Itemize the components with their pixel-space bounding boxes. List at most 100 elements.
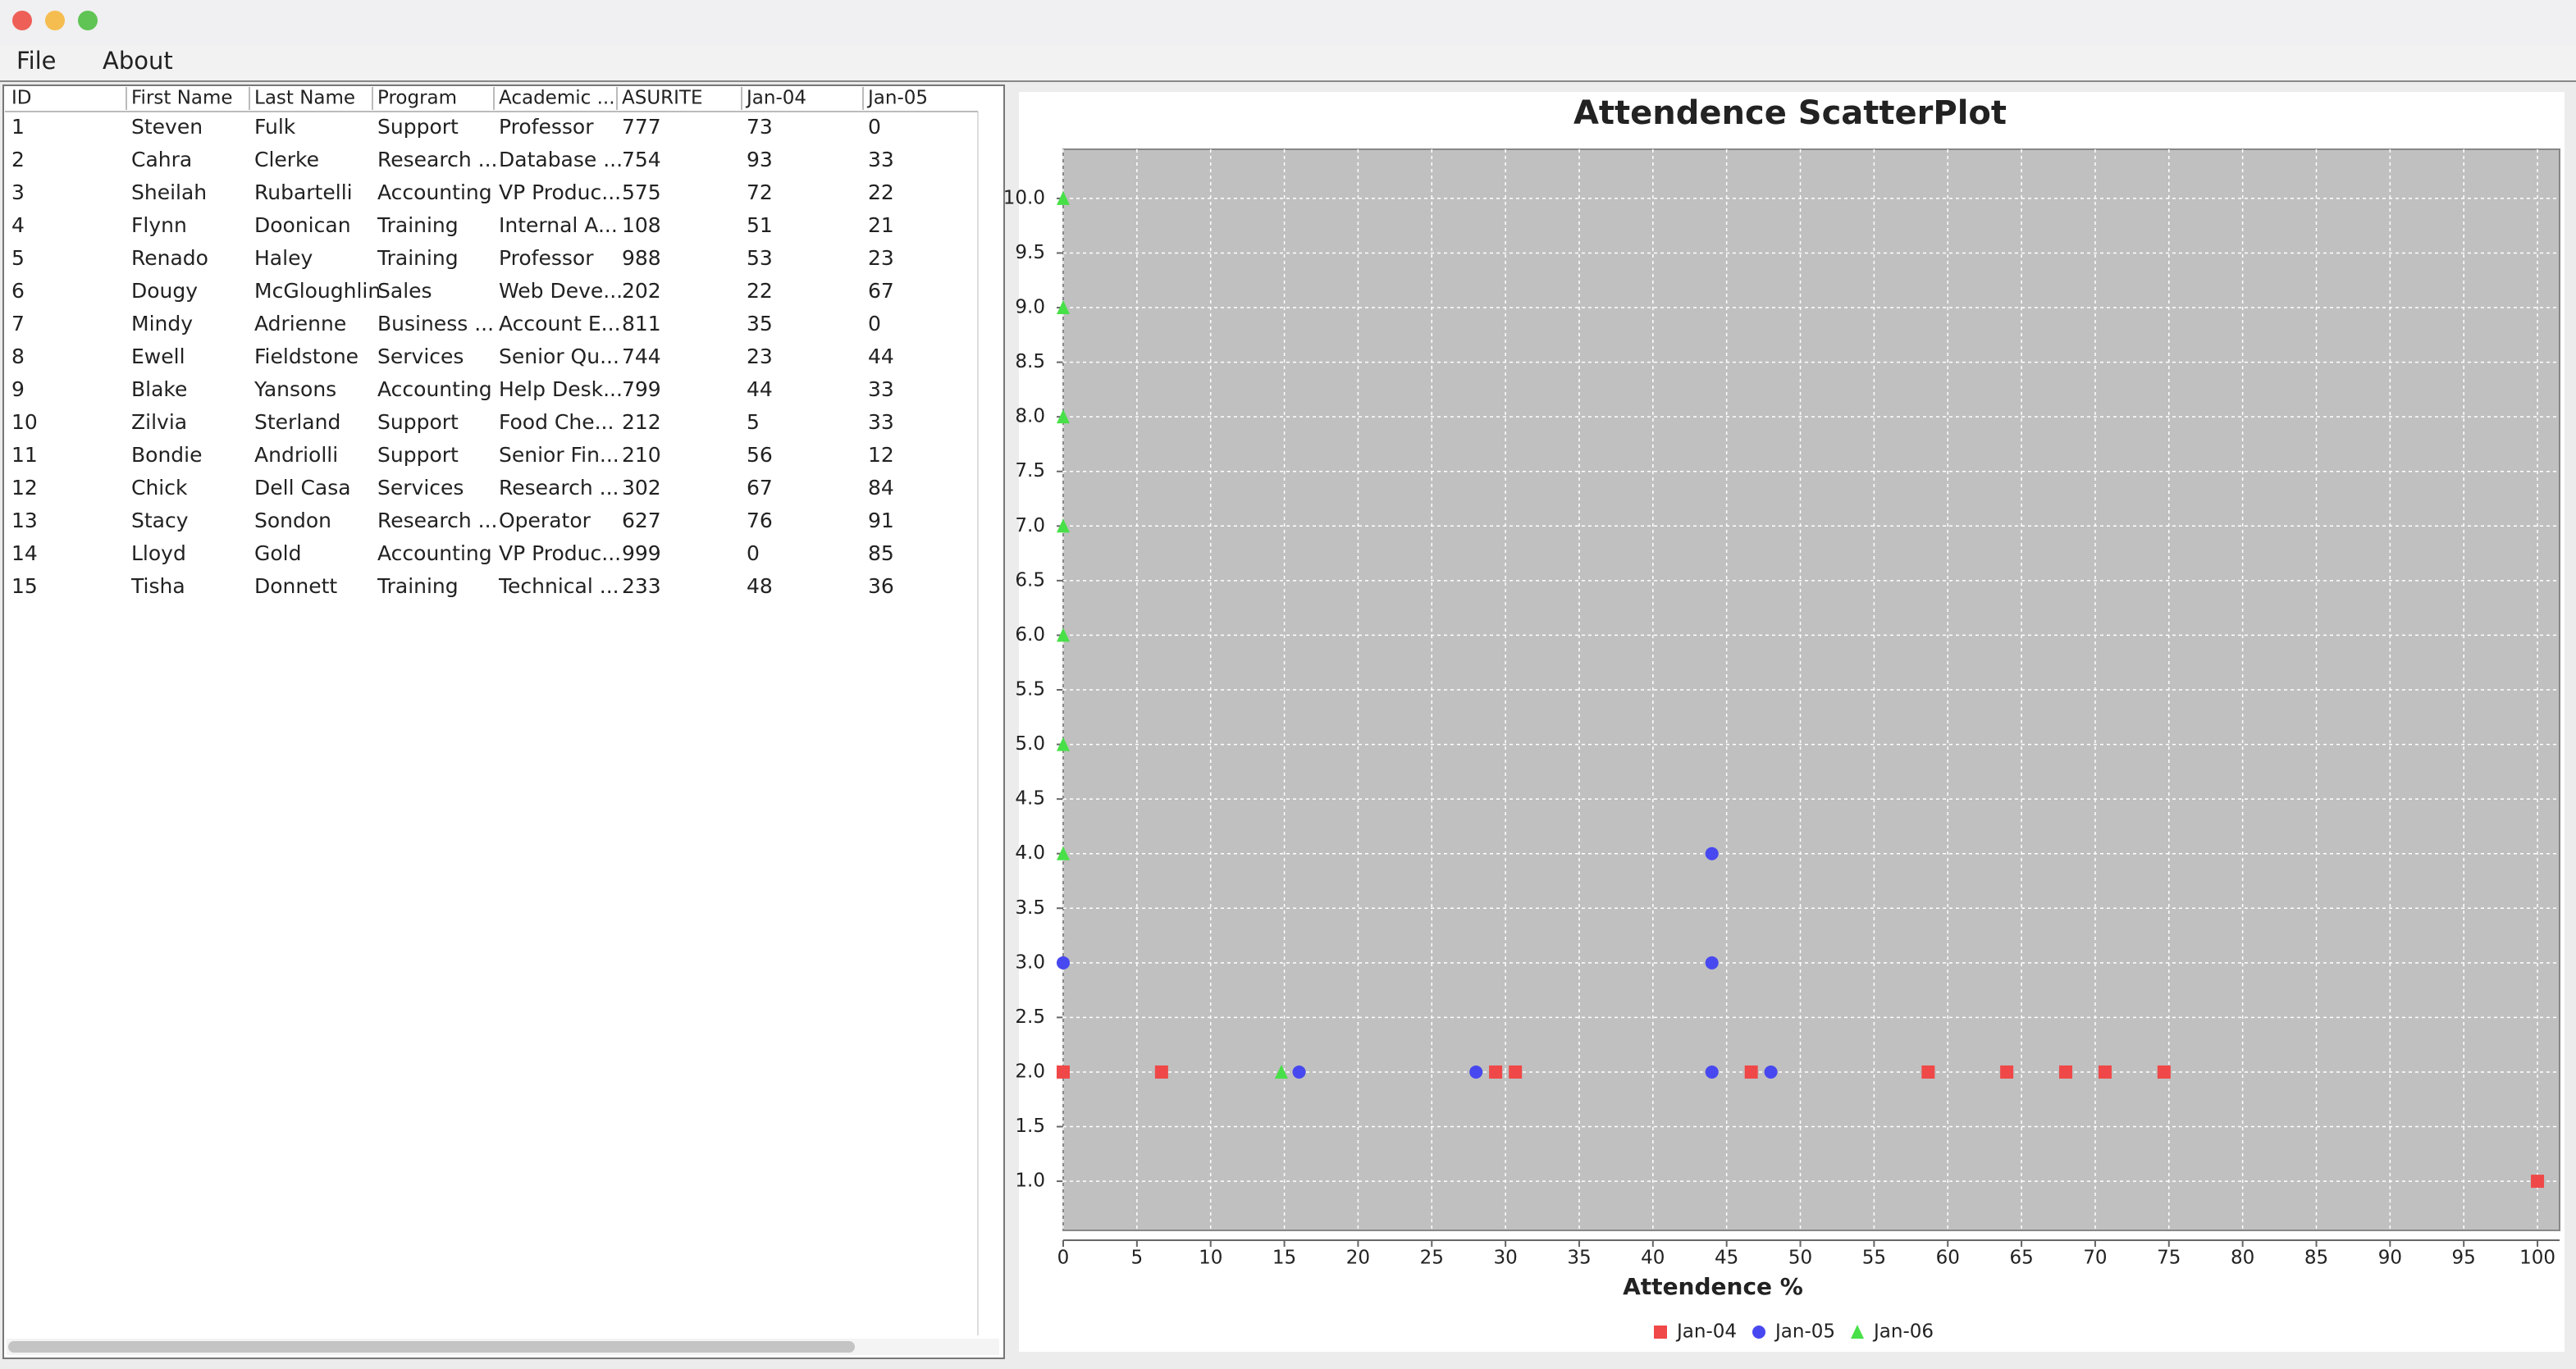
x-tick-label: 55 — [1862, 1248, 1886, 1269]
table-cell: 744 — [622, 345, 661, 368]
table-cell: Renado — [131, 246, 208, 270]
horizontal-scrollbar[interactable] — [8, 1341, 855, 1353]
table-cell: Chick — [131, 476, 188, 500]
point — [1469, 1065, 1483, 1079]
table-cell: Mindy — [131, 312, 193, 335]
table-cell: Business ... — [377, 312, 494, 335]
column-header: First Name — [131, 88, 233, 109]
table-cell: 12 — [11, 476, 38, 500]
table-cell: Research ... — [377, 509, 497, 532]
point — [1057, 956, 1070, 970]
minimize-button[interactable] — [45, 11, 65, 30]
zoom-button[interactable] — [78, 11, 98, 30]
point — [1292, 1065, 1306, 1079]
table-cell: 754 — [622, 148, 661, 171]
x-tick-label: 30 — [1493, 1248, 1517, 1269]
y-tick-label: 10.0 — [1003, 187, 1045, 208]
table-cell: Cahra — [131, 148, 192, 171]
point — [1057, 518, 1070, 533]
x-tick-label: 15 — [1272, 1248, 1296, 1269]
x-axis-label: Attendence % — [1623, 1273, 1803, 1300]
table-cell: 15 — [11, 574, 38, 598]
column-header: Last Name — [254, 88, 355, 109]
table-cell: 44 — [868, 345, 894, 368]
table-cell: 799 — [622, 377, 661, 401]
y-tick-label: 8.5 — [1015, 351, 1045, 372]
y-tick-label: 7.5 — [1015, 460, 1045, 481]
table-cell: 13 — [11, 509, 38, 532]
table-cell: 11 — [11, 443, 38, 467]
x-tick-label: 45 — [1715, 1248, 1738, 1269]
table-cell: Bondie — [131, 443, 203, 467]
table-cell: 91 — [868, 509, 894, 532]
table-cell: 3 — [11, 180, 25, 204]
y-tick-label: 1.5 — [1015, 1116, 1045, 1137]
table-cell: Internal A... — [499, 213, 618, 237]
x-tick-label: 100 — [2519, 1248, 2555, 1269]
table-cell: 2 — [11, 148, 25, 171]
table-cell: 999 — [622, 541, 661, 565]
table-cell: 23 — [747, 345, 773, 368]
table-cell: Dell Casa — [254, 476, 351, 500]
table-cell: 73 — [747, 115, 773, 139]
x-tick-label: 50 — [1788, 1248, 1812, 1269]
x-tick-label: 0 — [1057, 1248, 1070, 1269]
x-tick-label: 65 — [2009, 1248, 2033, 1269]
table-cell: Help Desk... — [499, 377, 623, 401]
y-tick-label: 2.0 — [1015, 1061, 1045, 1082]
table-cell: Technical ... — [498, 574, 619, 598]
close-button[interactable] — [12, 11, 32, 30]
point — [1654, 1326, 1667, 1339]
point — [1764, 1065, 1778, 1079]
table-cell: Training — [377, 213, 459, 237]
table-cell: Senior Fin... — [499, 443, 619, 467]
x-tick-label: 5 — [1131, 1248, 1144, 1269]
menu-file[interactable]: File — [16, 47, 57, 75]
table-cell: 35 — [747, 312, 773, 335]
x-tick-label: 35 — [1567, 1248, 1591, 1269]
table-cell: Blake — [131, 377, 187, 401]
table-cell: 33 — [868, 148, 894, 171]
x-tick-label: 90 — [2378, 1248, 2402, 1269]
table-cell: Food Che... — [499, 410, 614, 434]
legend-label: Jan-05 — [1774, 1321, 1835, 1343]
table-cell: 0 — [868, 312, 881, 335]
x-tick-label: 75 — [2157, 1248, 2181, 1269]
table-cell: 1 — [11, 115, 25, 139]
table-cell: Sales — [377, 279, 432, 303]
point — [1489, 1065, 1503, 1079]
table-cell: Yansons — [253, 377, 336, 401]
table-cell: Support — [377, 443, 459, 467]
y-tick-label: 3.0 — [1015, 951, 1045, 973]
menu-about[interactable]: About — [103, 47, 173, 75]
table-cell: 85 — [868, 541, 894, 565]
table-cell: Operator — [499, 509, 591, 532]
table-cell: 108 — [622, 213, 661, 237]
point — [1057, 409, 1070, 424]
menu-bar — [0, 46, 2576, 80]
point — [1274, 1064, 1288, 1079]
point — [1744, 1065, 1758, 1079]
y-tick-label: 8.0 — [1015, 406, 1045, 427]
y-tick-label: 6.0 — [1015, 624, 1045, 646]
point — [1705, 1065, 1719, 1079]
table-cell: Accounting — [377, 180, 492, 204]
table-cell: Lloyd — [131, 541, 186, 565]
table-cell: Rubartelli — [254, 180, 353, 204]
table-cell: Donnett — [254, 574, 337, 598]
table-cell: 0 — [747, 541, 760, 565]
table-cell: 210 — [622, 443, 661, 467]
y-tick-label: 9.0 — [1015, 297, 1045, 318]
table-cell: 33 — [868, 410, 894, 434]
table-cell: Adrienne — [254, 312, 346, 335]
table-cell: 76 — [747, 509, 773, 532]
table-cell: 302 — [622, 476, 661, 500]
y-tick-label: 7.0 — [1015, 515, 1045, 536]
table-cell: 575 — [622, 180, 661, 204]
table-cell: 93 — [747, 148, 773, 171]
table-cell: 9 — [11, 377, 25, 401]
table-cell: Clerke — [254, 148, 319, 171]
y-tick-label: 2.5 — [1015, 1006, 1045, 1028]
column-header: ASURITE — [622, 88, 703, 109]
